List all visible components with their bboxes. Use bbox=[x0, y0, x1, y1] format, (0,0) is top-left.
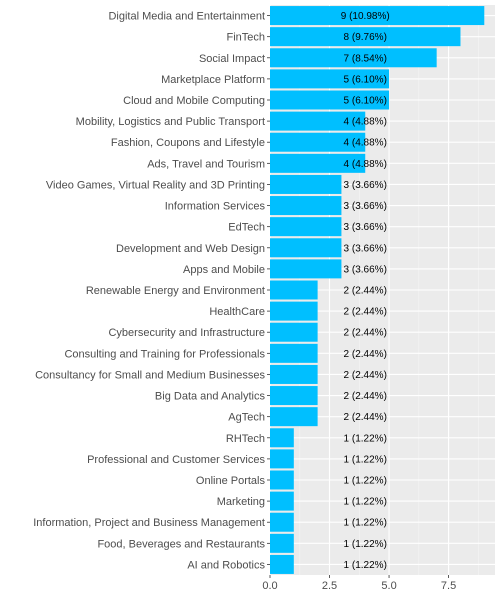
bar bbox=[270, 259, 342, 279]
data-label: 1 (1.22%) bbox=[344, 454, 387, 465]
bar bbox=[270, 364, 318, 384]
data-label: 7 (8.54%) bbox=[344, 53, 387, 64]
data-label: 3 (3.66%) bbox=[344, 180, 387, 191]
category-label: Online Portals bbox=[196, 475, 266, 487]
bar bbox=[270, 512, 294, 532]
category-label: Big Data and Analytics bbox=[155, 391, 266, 403]
bar bbox=[270, 111, 366, 131]
bar bbox=[270, 301, 318, 321]
category-label: Development and Web Design bbox=[116, 243, 265, 255]
data-label: 2 (2.44%) bbox=[344, 412, 387, 423]
bar bbox=[270, 6, 485, 26]
data-label: 3 (3.66%) bbox=[344, 201, 387, 212]
data-label: 1 (1.22%) bbox=[344, 497, 387, 508]
data-label: 4 (4.88%) bbox=[344, 159, 387, 170]
data-label: 5 (6.10%) bbox=[344, 74, 387, 85]
x-tick-label: 7.5 bbox=[441, 580, 456, 592]
data-label: 1 (1.22%) bbox=[344, 476, 387, 487]
bar bbox=[270, 491, 294, 511]
data-label: 1 (1.22%) bbox=[344, 518, 387, 529]
bar bbox=[270, 196, 342, 216]
category-label: HealthCare bbox=[209, 306, 265, 318]
x-tick-label: 0.0 bbox=[262, 580, 277, 592]
category-label: FinTech bbox=[226, 32, 265, 44]
category-label: Mobility, Logistics and Public Transport bbox=[76, 116, 265, 128]
bar bbox=[270, 449, 294, 469]
data-label: 1 (1.22%) bbox=[344, 433, 387, 444]
data-label: 9 (10.98%) bbox=[341, 11, 390, 22]
bar bbox=[270, 132, 366, 152]
category-label: EdTech bbox=[228, 222, 265, 234]
bar bbox=[270, 533, 294, 553]
data-label: 1 (1.22%) bbox=[344, 560, 387, 571]
category-label: Marketing bbox=[217, 496, 265, 508]
bar bbox=[270, 322, 318, 342]
bar bbox=[270, 238, 342, 258]
data-label: 3 (3.66%) bbox=[344, 222, 387, 233]
category-label: Professional and Customer Services bbox=[87, 454, 265, 466]
category-label: Consulting and Training for Professional… bbox=[64, 348, 265, 360]
data-label: 5 (6.10%) bbox=[344, 96, 387, 107]
x-tick-label: 2.5 bbox=[322, 580, 337, 592]
bar bbox=[270, 48, 437, 68]
data-label: 2 (2.44%) bbox=[344, 349, 387, 360]
data-label: 2 (2.44%) bbox=[344, 370, 387, 381]
category-label: Video Games, Virtual Reality and 3D Prin… bbox=[46, 179, 265, 191]
bar bbox=[270, 470, 294, 490]
category-label: Marketplace Platform bbox=[161, 74, 265, 86]
category-label: Ads, Travel and Tourism bbox=[147, 158, 265, 170]
data-label: 2 (2.44%) bbox=[344, 328, 387, 339]
bars bbox=[270, 6, 485, 574]
bar bbox=[270, 217, 342, 237]
data-label: 2 (2.44%) bbox=[344, 391, 387, 402]
category-label: RHTech bbox=[226, 433, 265, 445]
category-label: Food, Beverages and Restaurants bbox=[97, 538, 265, 550]
category-label: Renewable Energy and Environment bbox=[86, 285, 265, 297]
category-labels: Digital Media and Entertainment FinTech So… bbox=[33, 11, 270, 571]
category-label: Cloud and Mobile Computing bbox=[123, 95, 265, 107]
data-label: 3 (3.66%) bbox=[344, 243, 387, 254]
data-label: 4 (4.88%) bbox=[344, 117, 387, 128]
category-label: Information, Project and Business Manage… bbox=[33, 517, 265, 529]
bar bbox=[270, 343, 318, 363]
bar bbox=[270, 69, 390, 89]
bar bbox=[270, 280, 318, 300]
data-label: 4 (4.88%) bbox=[344, 138, 387, 149]
data-label: 2 (2.44%) bbox=[344, 286, 387, 297]
category-label: Digital Media and Entertainment bbox=[108, 11, 265, 23]
data-label: 3 (3.66%) bbox=[344, 264, 387, 275]
category-label: Cybersecurity and Infrastructure bbox=[108, 327, 265, 339]
bar bbox=[270, 90, 390, 110]
bar bbox=[270, 407, 318, 427]
bar bbox=[270, 428, 294, 448]
bar bbox=[270, 386, 318, 406]
category-label: Apps and Mobile bbox=[183, 264, 265, 276]
data-label: 2 (2.44%) bbox=[344, 307, 387, 318]
category-label: AgTech bbox=[228, 412, 265, 424]
bar bbox=[270, 27, 461, 47]
x-axis: 0.0 2.5 5.0 7.5 bbox=[262, 575, 456, 592]
category-label: Social Impact bbox=[199, 53, 265, 65]
category-label: Consultancy for Small and Medium Busines… bbox=[35, 369, 265, 381]
data-label: 8 (9.76%) bbox=[344, 32, 387, 43]
category-label: AI and Robotics bbox=[187, 559, 265, 571]
bar bbox=[270, 554, 294, 574]
data-labels: 9 (10.98%) 8 (9.76%) 7 (8.54%) 5 (6.10%) 5 (… bbox=[341, 11, 390, 571]
category-label: Information Services bbox=[165, 201, 266, 213]
category-label: Fashion, Coupons and Lifestyle bbox=[111, 137, 265, 149]
bar bbox=[270, 153, 366, 173]
x-tick-label: 5.0 bbox=[381, 580, 396, 592]
data-label: 1 (1.22%) bbox=[344, 539, 387, 550]
bar bbox=[270, 174, 342, 194]
